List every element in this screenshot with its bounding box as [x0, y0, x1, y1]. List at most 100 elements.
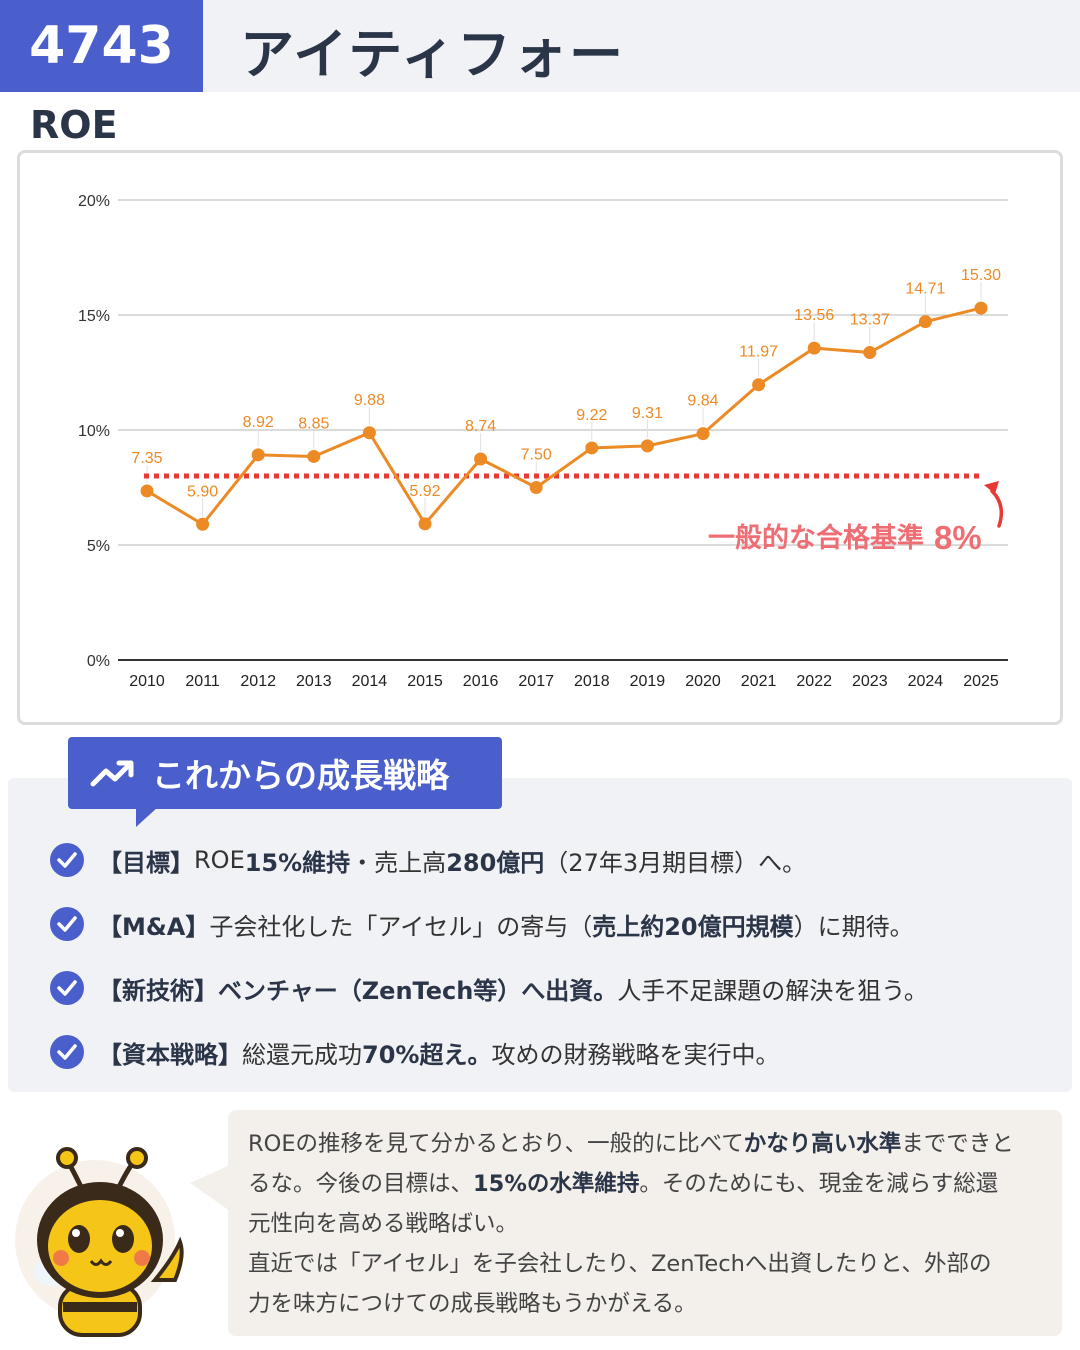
bee-mascot-icon	[15, 1147, 184, 1337]
data-label: 7.35	[131, 450, 162, 467]
data-point	[196, 517, 210, 531]
data-label: 14.71	[905, 281, 945, 298]
strategy-item-text: ）に期待。	[793, 912, 914, 941]
x-tick-label: 2011	[185, 673, 220, 690]
x-tick-label: 2017	[518, 673, 554, 690]
data-label: 13.56	[794, 307, 834, 324]
x-tick-label: 2018	[574, 673, 610, 690]
data-point	[585, 441, 599, 455]
strategy-item: 【資本戦略】 総還元成功 70%超え。 攻めの財務戦略を実行中。	[50, 1032, 779, 1072]
data-point	[529, 481, 543, 494]
data-label: 9.84	[687, 393, 718, 410]
strategy-title: これからの成長戦略	[152, 756, 449, 795]
data-point	[918, 315, 932, 329]
data-point	[807, 341, 821, 355]
strategy-item: 【M&A】 子会社化した「アイセル」の寄与（ 売上約20億円規模 ）に期待。	[50, 904, 914, 944]
x-tick-label: 2024	[908, 673, 944, 690]
strategy-item-text: 攻めの財務戦略を実行中。	[491, 1040, 780, 1069]
x-tick-label: 2015	[407, 673, 443, 690]
comment-text-segment: 15%の水準維持	[473, 1171, 640, 1197]
data-point	[752, 378, 766, 392]
series-line	[146, 306, 982, 526]
comment-line: 力を味方につけての成長戦略もうかがえる。	[248, 1284, 1058, 1324]
x-tick-label: 2010	[129, 673, 165, 690]
benchmark-label: 一般的な合格基準	[708, 522, 924, 553]
comment-line: 直近では「アイセル」を子会社したり、ZenTechへ出資したりと、外部の	[248, 1244, 1058, 1284]
check-icon	[50, 1035, 84, 1069]
roe-line-chart: 0% 5% 10% 15% 20% 2010 2011 2012 2013 2014 2015 201…	[78, 193, 1008, 690]
data-label: 9.88	[354, 392, 385, 409]
strategy-item-text: 総還元成功	[242, 1040, 362, 1069]
comment-text-segment: ROEの推移を見て分かるとおり、一般的に比べて	[248, 1131, 744, 1157]
strategy-panel	[8, 778, 1072, 1092]
x-tick-label: 2013	[296, 673, 332, 690]
check-icon	[50, 971, 84, 1005]
x-tick-label: 2023	[852, 673, 888, 690]
benchmark-arrow-icon	[990, 489, 1004, 528]
strategy-item-text: （27年3月期目標）へ。	[544, 848, 807, 877]
strategy-item-text: ・売上高	[350, 848, 447, 877]
comment-text: ROEの推移を見て分かるとおり、一般的に比べてかなり高い水準までできと るな。今後…	[248, 1124, 1058, 1324]
section-title: ROE	[30, 103, 118, 147]
comment-text-segment: 直近では「アイセル」を子会社したり、ZenTechへ出資したりと、外部の	[248, 1251, 992, 1277]
data-point	[974, 301, 988, 315]
speech-bubble-tail	[190, 1165, 230, 1211]
x-tick-label: 2021	[741, 673, 777, 690]
strategy-item-text: 280億円	[446, 848, 545, 877]
check-icon	[50, 843, 84, 877]
check-icon	[50, 907, 84, 941]
data-point	[863, 345, 877, 359]
badge-pointer	[136, 807, 158, 827]
strategy-item-text: 15%維持	[244, 848, 351, 877]
x-tick-label: 2016	[463, 673, 499, 690]
data-label: 11.97	[739, 344, 778, 361]
data-point	[640, 439, 654, 453]
data-label: 5.92	[409, 483, 440, 500]
comment-text-segment: かなり高い水準	[743, 1131, 902, 1157]
comment-text-segment: 力を味方につけての成長戦略もうかがえる。	[248, 1291, 697, 1317]
y-tick-label: 20%	[78, 193, 110, 210]
comment-text-segment: 元性向を高める戦略ばい。	[248, 1211, 519, 1237]
speech-bubble	[228, 1110, 1062, 1336]
strategy-item-text: 【資本戦略】	[98, 1040, 242, 1069]
chart-card: 0% 5% 10% 15% 20% 2010 2011 2012 2013 2014 2015 201…	[17, 150, 1063, 725]
data-point	[251, 448, 265, 462]
comment-text-segment: 。そのためにも、現金を減らす総還	[639, 1171, 999, 1197]
y-tick-label: 5%	[87, 538, 110, 555]
benchmark-arrowhead-icon	[984, 481, 999, 494]
x-tick-label: 2014	[352, 673, 388, 690]
company-name: アイティフォー	[240, 23, 625, 86]
strategy-item-text: 子会社化した「アイセル」の寄与（	[209, 912, 593, 941]
data-label: 7.50	[521, 447, 552, 464]
data-point	[418, 517, 432, 531]
comment-line: ROEの推移を見て分かるとおり、一般的に比べてかなり高い水準までできと	[248, 1124, 1058, 1164]
data-label: 9.22	[576, 407, 607, 424]
strategy-item-text: 70%超え。	[362, 1040, 492, 1069]
data-label: 8.74	[465, 418, 496, 435]
data-point	[474, 452, 488, 466]
strategy-item-text: 【目標】	[98, 848, 194, 877]
strategy-item: 【目標】 ROE 15%維持 ・売上高 280億円 （27年3月期目標）へ。	[50, 840, 806, 880]
data-point	[696, 427, 710, 441]
page-header: 4743 アイティフォー	[0, 0, 1080, 92]
trending-up-icon	[90, 760, 134, 787]
y-tick-label: 0%	[87, 653, 110, 670]
stock-code: 4743	[0, 0, 203, 92]
comment-text-segment: までできと	[901, 1131, 1014, 1157]
x-tick-label: 2012	[240, 673, 276, 690]
strategy-item-text: 売上約20億円規模	[592, 912, 794, 941]
strategy-item-text: ROE	[194, 846, 245, 874]
data-point	[307, 449, 321, 463]
data-point	[362, 426, 376, 440]
strategy-item-text: 【M&A】	[98, 912, 210, 941]
comment-line: るな。今後の目標は、15%の水準維持。そのためにも、現金を減らす総還	[248, 1164, 1058, 1204]
x-tick-label: 2020	[685, 673, 721, 690]
x-tick-label: 2019	[630, 673, 666, 690]
data-label: 15.30	[961, 267, 1001, 284]
comment-text-segment: るな。今後の目標は、	[248, 1171, 474, 1197]
y-tick-label: 10%	[78, 423, 110, 440]
strategy-badge: これからの成長戦略	[68, 737, 502, 827]
data-label: 13.37	[850, 311, 890, 328]
x-tick-label: 2022	[796, 673, 832, 690]
data-label: 5.90	[187, 483, 218, 500]
